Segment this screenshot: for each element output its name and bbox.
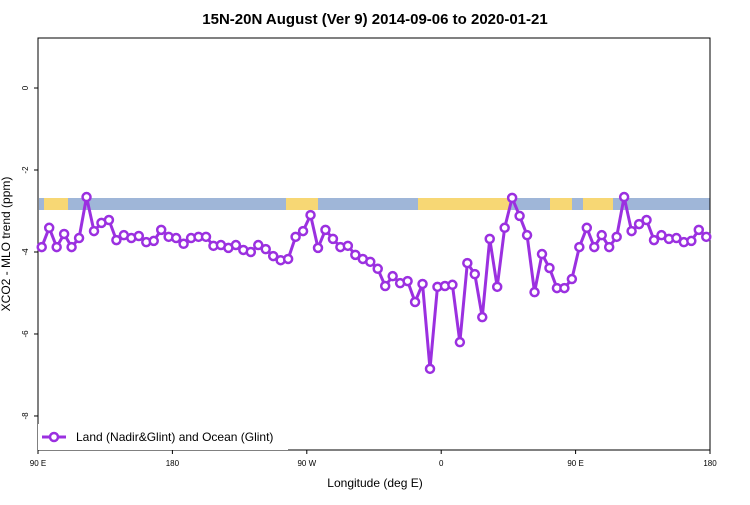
data-point [424,363,436,375]
data-point [671,232,682,244]
data-point [245,246,257,258]
data-point [36,241,47,253]
land-strip [418,198,510,210]
data-point [648,234,660,246]
data-point [693,224,705,236]
data-point [589,241,600,253]
data-point [58,228,70,240]
data-point [611,231,622,243]
data-point [305,209,316,221]
y-tick-label: -2 [21,166,30,174]
data-point [372,263,383,275]
y-tick-label: -6 [21,330,30,338]
data-point [155,224,167,236]
data-point [342,240,354,252]
x-tick-label: 180 [166,459,180,468]
data-point [290,231,301,243]
data-point [701,231,712,243]
legend-marker [48,431,60,443]
data-point [312,242,324,254]
data-point [447,279,458,291]
data-point [521,229,533,241]
land-strip [286,198,318,210]
data-point [43,222,55,234]
data-point [260,243,271,255]
data-point [469,268,481,280]
data-point [559,282,570,294]
x-tick-label: 90 E [567,459,583,468]
data-point [574,241,585,253]
data-point [170,232,182,244]
data-point [282,253,294,265]
land-strip [583,198,613,210]
data-point [365,256,376,268]
data-point [103,214,115,226]
data-point [641,214,652,226]
data-point [506,192,518,204]
data-point [529,286,540,298]
data-point [253,239,264,251]
data-point [402,275,413,287]
data-point [148,235,159,247]
data-point [111,234,122,246]
data-point [581,222,593,234]
data-point [477,311,488,323]
x-tick-label: 0 [439,459,444,468]
data-point [544,262,555,274]
data-point [596,229,607,241]
data-point [327,233,339,245]
ocean-strip [39,198,710,210]
data-point [454,336,466,348]
legend: Land (Nadir&Glint) and Ocean (Glint) [38,424,288,450]
data-point [626,225,637,237]
land-strip [550,198,572,210]
x-tick-label: 90 W [297,459,316,468]
data-point [499,222,510,234]
data-point [566,273,578,285]
data-point [51,241,62,253]
data-point [230,239,242,251]
data-point [417,278,428,290]
data-point [133,230,145,242]
legend-label: Land (Nadir&Glint) and Ocean (Glint) [76,430,273,444]
data-point [178,238,189,250]
y-tick-label: -8 [21,412,30,420]
data-point [66,241,77,253]
data-point [484,233,495,245]
data-point [491,281,503,293]
y-tick-label: 0 [21,85,30,90]
x-tick-label: 90 E [30,459,46,468]
chart-title: 15N-20N August (Ver 9) 2014-09-06 to 202… [202,11,547,28]
x-tick-label: 180 [703,459,717,468]
data-point [88,225,100,237]
data-point [320,224,331,236]
data-point [603,241,615,253]
data-point [618,191,630,203]
data-point [387,270,398,282]
y-tick-label: -4 [21,248,30,256]
data-point [409,296,421,308]
data-point [633,218,645,230]
y-axis-label: XCO2 - MLO trend (ppm) [0,177,13,312]
land-ocean-strip [39,198,710,210]
data-point [536,248,548,260]
data-point [350,249,361,261]
data-point [267,250,279,262]
data-point [200,231,212,243]
data-point [514,210,525,222]
land-strip [44,198,68,210]
data-point [297,225,309,237]
data-point [686,235,697,247]
x-axis-label: Longitude (deg E) [327,476,422,490]
legend-box [38,424,288,450]
data-point [81,191,92,203]
data-point [462,257,473,269]
data-point [73,232,85,244]
data-point [379,280,391,292]
